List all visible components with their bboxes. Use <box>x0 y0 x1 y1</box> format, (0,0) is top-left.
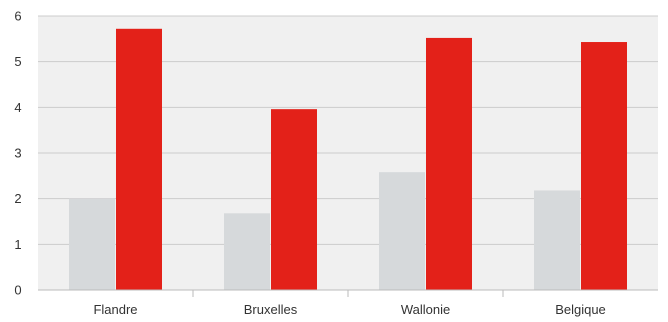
x-category-label: Flandre <box>93 302 137 317</box>
bar-wallonie-series-2 <box>426 37 472 290</box>
bar-bruxelles-series-2 <box>271 109 317 290</box>
bar-wallonie-series-1 <box>379 172 425 290</box>
x-category-label: Wallonie <box>401 302 450 317</box>
x-axis-category-labels: Flandre Bruxelles Wallonie Belgique <box>93 302 605 317</box>
x-category-label: Bruxelles <box>244 302 298 317</box>
y-tick-label: 3 <box>14 146 21 161</box>
bar-flandre-series-2 <box>116 28 162 290</box>
bar-bruxelles-series-1 <box>224 213 270 290</box>
y-tick-label: 5 <box>14 54 21 69</box>
x-category-label: Belgique <box>555 302 606 317</box>
y-tick-label: 1 <box>14 237 21 252</box>
bar-belgique-series-2 <box>581 42 627 290</box>
bar-flandre-series-1 <box>69 198 115 290</box>
x-axis <box>38 289 658 297</box>
y-tick-label: 0 <box>14 283 21 298</box>
bars <box>69 28 627 290</box>
bar-belgique-series-1 <box>534 190 580 290</box>
y-axis-tick-labels: 0 1 2 3 4 5 6 <box>14 9 21 298</box>
y-tick-label: 6 <box>14 9 21 24</box>
y-tick-label: 2 <box>14 191 21 206</box>
y-tick-label: 4 <box>14 100 21 115</box>
